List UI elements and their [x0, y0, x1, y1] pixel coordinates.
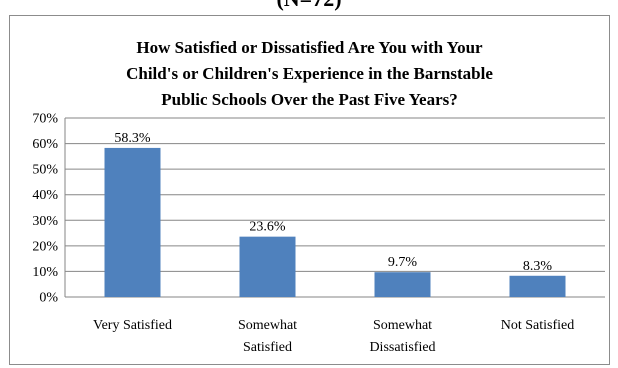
chart-title-line: Public Schools Over the Past Five Years?: [161, 90, 458, 109]
chart-title: How Satisfied or Dissatisfied Are You wi…: [9, 35, 610, 113]
y-tick-label: 10%: [32, 265, 58, 280]
bar: [104, 147, 161, 297]
bar: [374, 272, 431, 297]
x-tick-label: Satisfied: [243, 340, 292, 355]
x-tick-label: Somewhat: [238, 318, 297, 333]
y-tick-label: 0%: [39, 291, 58, 306]
y-tick-label: 50%: [32, 163, 58, 178]
y-tick-label: 70%: [32, 112, 58, 127]
chart-title-line: How Satisfied or Dissatisfied Are You wi…: [136, 38, 483, 57]
x-tick-label: Not Satisfied: [501, 318, 575, 333]
x-tick-label: Very Satisfied: [93, 318, 172, 333]
y-tick-label: 30%: [32, 214, 58, 229]
y-tick-label: 60%: [32, 137, 58, 152]
data-label: 58.3%: [114, 131, 151, 146]
y-tick-label: 40%: [32, 188, 58, 203]
x-tick-label: Dissatisfied: [369, 340, 435, 355]
data-label: 8.3%: [523, 259, 553, 274]
bar: [509, 275, 566, 297]
y-tick-label: 20%: [32, 239, 58, 254]
bar: [239, 236, 296, 297]
data-label: 23.6%: [249, 220, 286, 235]
data-label: 9.7%: [388, 255, 418, 270]
chart-title-line: Child's or Children's Experience in the …: [126, 64, 493, 83]
clipped-heading: (N=72): [0, 0, 618, 12]
x-tick-label: Somewhat: [373, 318, 432, 333]
